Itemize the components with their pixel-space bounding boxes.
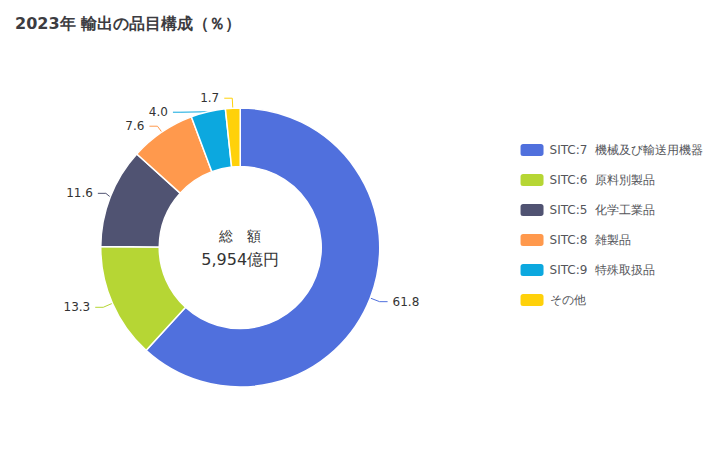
svg-text:総 額: 総 額 [218, 228, 261, 244]
svg-text:5,954億円: 5,954億円 [201, 250, 279, 269]
svg-text:SITC:5 化学工業品: SITC:5 化学工業品 [550, 203, 655, 217]
svg-text:61.8: 61.8 [393, 295, 420, 309]
svg-text:その他: その他 [550, 293, 586, 307]
svg-text:2023年 輸出の品目構成（％）: 2023年 輸出の品目構成（％） [15, 14, 241, 33]
svg-text:SITC:6 原料別製品: SITC:6 原料別製品 [550, 173, 655, 187]
svg-text:1.7: 1.7 [200, 91, 219, 105]
svg-text:SITC:9 特殊取扱品: SITC:9 特殊取扱品 [550, 263, 655, 277]
svg-text:11.6: 11.6 [66, 186, 93, 200]
svg-text:4.0: 4.0 [149, 105, 168, 119]
svg-text:SITC:8 雑製品: SITC:8 雑製品 [550, 233, 631, 247]
svg-text:7.6: 7.6 [125, 119, 144, 133]
svg-text:13.3: 13.3 [64, 300, 91, 314]
svg-text:SITC:7 機械及び輸送用機器: SITC:7 機械及び輸送用機器 [550, 143, 703, 157]
